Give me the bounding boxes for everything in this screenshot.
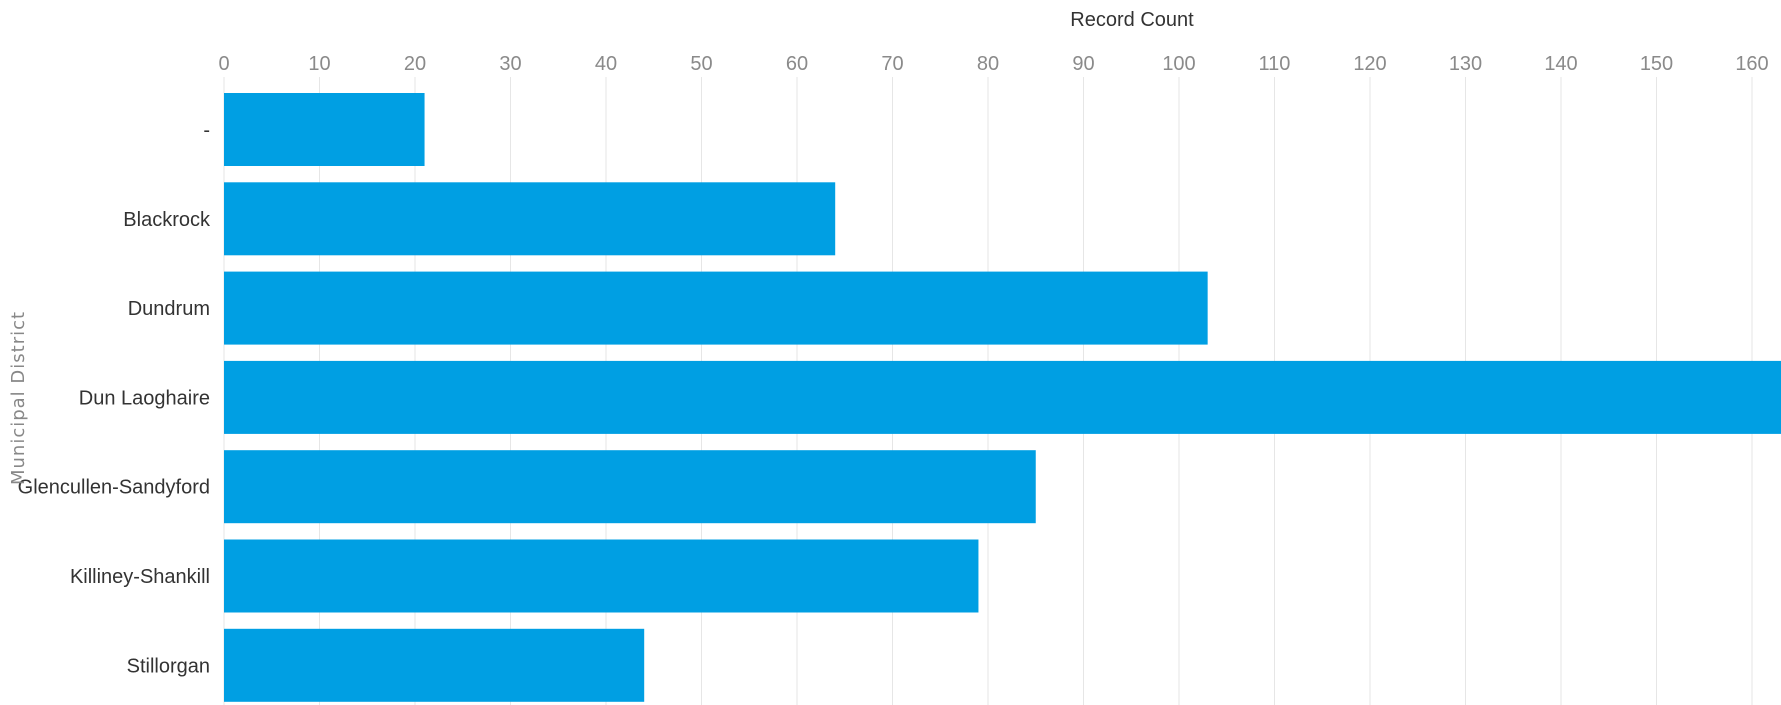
x-tick-label: 0: [218, 53, 229, 75]
x-axis-title: Record Count: [1070, 9, 1194, 31]
bar[interactable]: [224, 93, 425, 166]
bar[interactable]: [224, 271, 1208, 345]
x-tick-label: 120: [1353, 53, 1386, 75]
bar[interactable]: [224, 182, 836, 256]
x-tick-label: 80: [977, 53, 999, 75]
y-axis-categories: - Blackrock Dundrum Dun Laoghaire Glencullen…: [18, 120, 211, 678]
x-tick-label: 20: [404, 53, 426, 75]
x-tick-label: 160: [1735, 53, 1768, 75]
x-tick-label: 150: [1640, 53, 1673, 75]
y-category-label: Dun Laoghaire: [79, 387, 210, 409]
y-axis-title: Municipal District: [8, 311, 29, 485]
x-tick-label: 140: [1544, 53, 1577, 75]
x-tick-label: 60: [786, 53, 808, 75]
bar[interactable]: [224, 360, 1781, 434]
bar[interactable]: [224, 450, 1036, 524]
y-category-label: Stillorgan: [127, 655, 210, 677]
y-category-label: Dundrum: [128, 298, 210, 320]
x-tick-label: 70: [881, 53, 903, 75]
x-tick-label: 50: [690, 53, 712, 75]
x-tick-label: 100: [1162, 53, 1195, 75]
x-tick-label: 130: [1449, 53, 1482, 75]
x-tick-label: 40: [595, 53, 617, 75]
x-tick-label: 30: [499, 53, 521, 75]
x-tick-label: 110: [1259, 53, 1291, 75]
y-category-label: Blackrock: [123, 209, 211, 231]
bar[interactable]: [224, 539, 979, 613]
y-category-label: Killiney-Shankill: [70, 566, 210, 588]
bars: [224, 93, 1781, 702]
x-tick-label: 10: [308, 53, 330, 75]
bar[interactable]: [224, 628, 645, 702]
y-category-label: -: [203, 120, 210, 142]
y-category-label: Glencullen-Sandyford: [18, 477, 210, 499]
x-tick-label: 90: [1072, 53, 1094, 75]
x-axis-ticks: 0 10 20 30 40 50 60 70 80 90 100 110 120 130 140 150 160: [218, 53, 1768, 75]
